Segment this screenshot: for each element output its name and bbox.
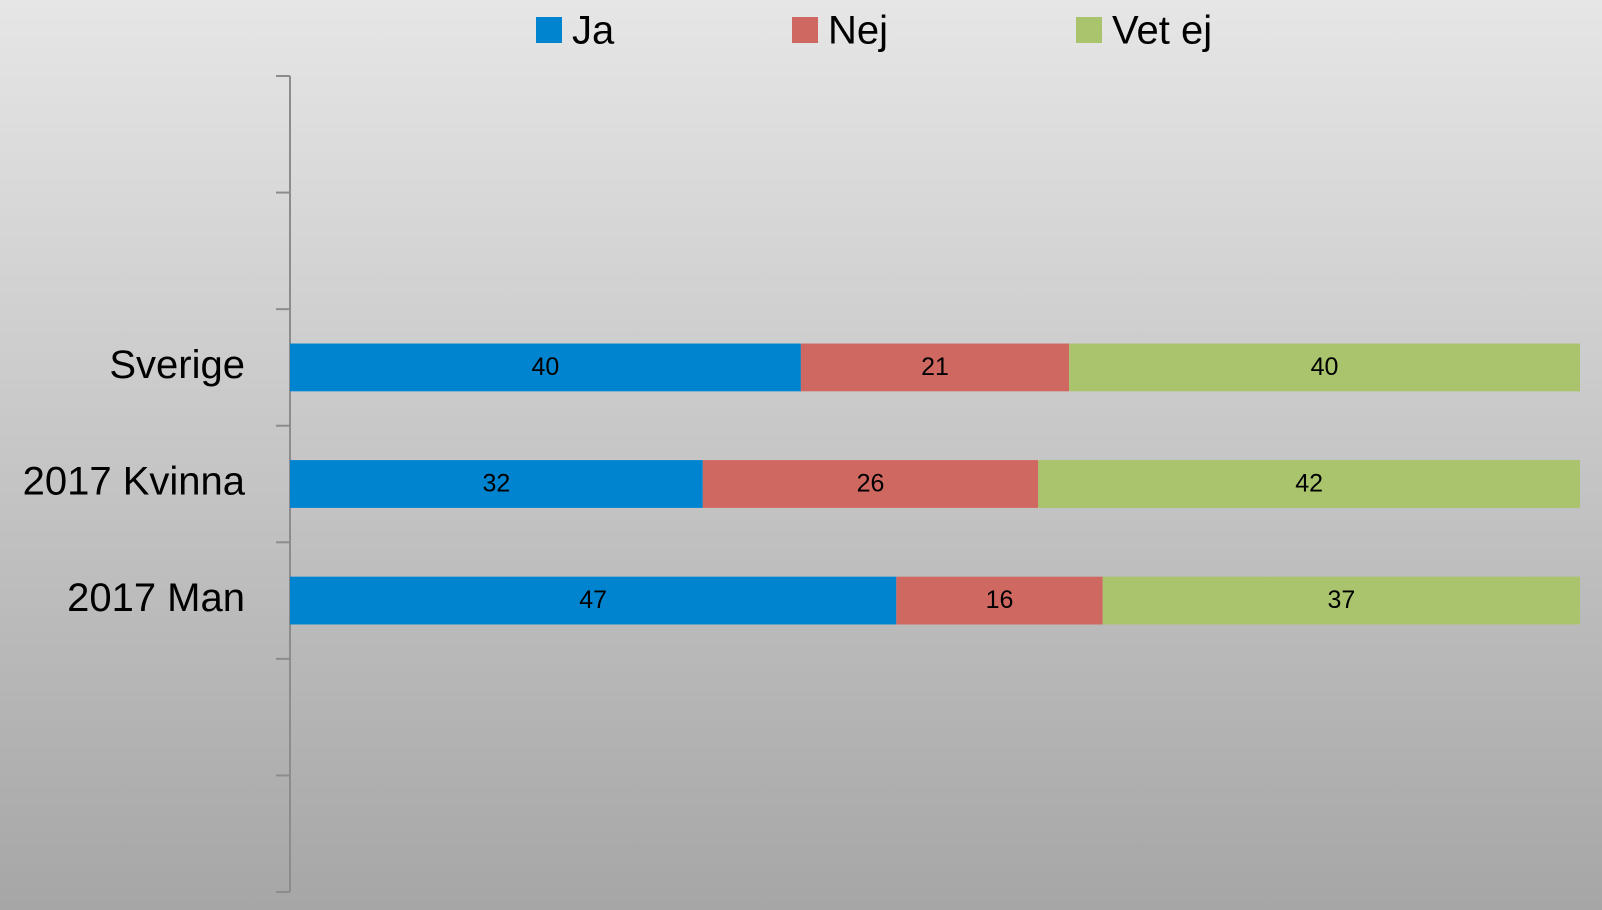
data-label: 21 [921,353,949,381]
bar-segment [800,343,1070,392]
category-label: 2017 Man [67,576,245,620]
bar-segment [896,576,1103,625]
bar-segment [1069,343,1580,392]
data-label: 37 [1327,586,1355,614]
bar-segment [1102,576,1580,625]
legend-swatch [536,17,562,43]
category-label: Sverige [109,343,245,387]
bar-segment [290,343,801,392]
legend-swatch [1076,17,1102,43]
legend-label: Ja [572,9,615,53]
bar-segment [1038,460,1580,508]
data-label: 40 [1311,353,1339,381]
category-label: 2017 Kvinna [23,460,246,504]
data-label: 47 [579,586,607,614]
bar-segment [290,460,703,508]
data-label: 32 [482,470,510,498]
data-label: 26 [857,470,885,498]
data-label: 16 [986,586,1014,614]
legend-label: Nej [828,9,888,53]
data-label: 42 [1295,470,1323,498]
bar-segment [702,460,1039,508]
legend-label: Vet ej [1112,9,1212,53]
bar-segment [290,576,897,625]
legend-swatch [792,17,818,43]
data-label: 40 [532,353,560,381]
